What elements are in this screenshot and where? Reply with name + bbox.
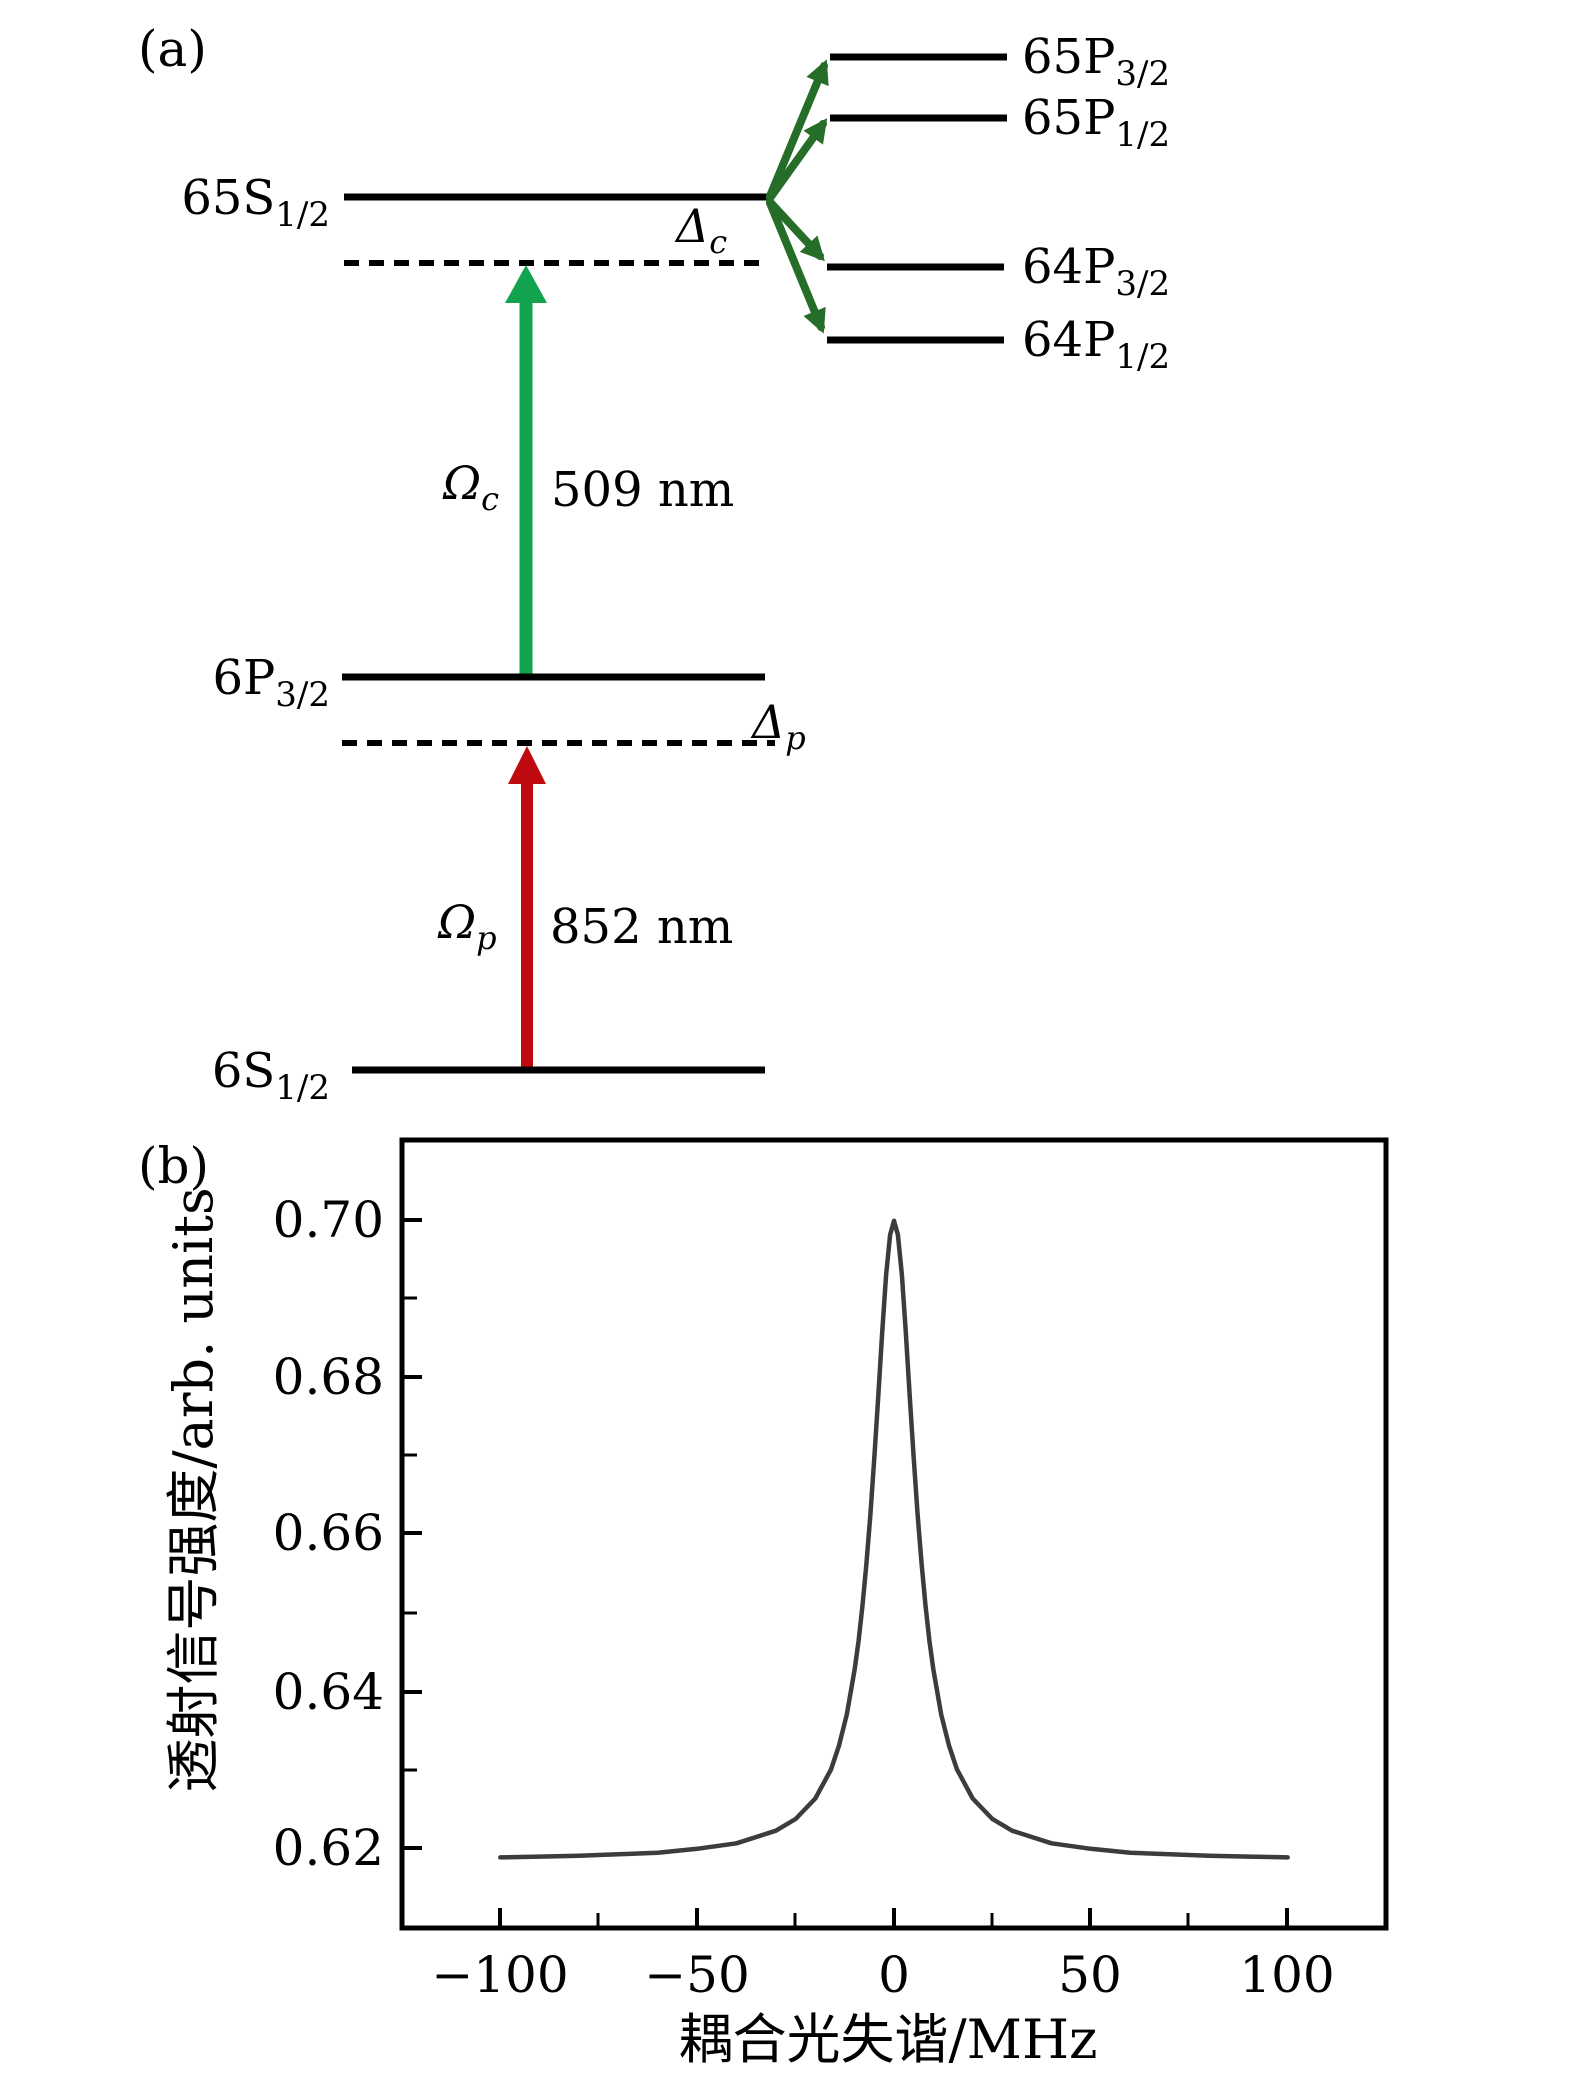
x-tick-label-100: 100 — [1239, 1946, 1334, 2004]
y-axis-label: 透射信号强度/arb. units — [162, 1187, 225, 1792]
level-label-65p12: 65P1/2 — [1022, 90, 1170, 155]
panel-a: (a) 65S1/2 Δc 65P3/2 65P1/2 64P3/2 64P1/… — [138, 20, 1170, 1108]
probe-detuning-label: Δp — [750, 695, 806, 757]
x-axis-label: 耦合光失谐/MHz — [678, 2008, 1097, 2071]
x-major-ticks — [498, 1908, 1289, 1926]
transfer-arrow-64p12 — [766, 199, 826, 334]
y-major-ticks — [404, 1218, 422, 1850]
level-label-6p32: 6P3/2 — [212, 650, 330, 715]
coupling-wavelength-label: 509 nm — [551, 462, 734, 518]
transfer-arrows — [766, 59, 829, 334]
probe-wavelength-label: 852 nm — [550, 899, 733, 955]
rabi-coupling-label: Ωc — [442, 456, 499, 518]
y-tick-labels: 0.70 0.68 0.66 0.64 0.62 — [273, 1191, 384, 1877]
rabi-probe-label: Ωp — [437, 895, 497, 957]
coupling-detuning-label: Δc — [674, 199, 727, 261]
x-tick-labels: −100 −50 0 50 100 — [431, 1946, 1334, 2004]
x-minor-ticks — [596, 1913, 1190, 1926]
level-label-64p12: 64P1/2 — [1022, 312, 1170, 377]
level-label-64p32: 64P3/2 — [1022, 239, 1170, 304]
x-tick-label--100: −100 — [431, 1946, 568, 2004]
transfer-arrow-64p32 — [766, 198, 825, 262]
panel-b: (b) — [138, 1137, 1389, 2071]
x-tick-label-50: 50 — [1058, 1946, 1122, 2004]
plot-frame — [399, 1137, 1389, 1931]
y-tick-label-0.66: 0.66 — [273, 1504, 384, 1562]
level-label-65p32: 65P3/2 — [1022, 29, 1170, 94]
panel-b-label: (b) — [138, 1137, 209, 1195]
panel-a-label: (a) — [138, 20, 207, 78]
transfer-arrow-65p32 — [766, 59, 829, 200]
y-minor-ticks — [404, 1296, 417, 1772]
eit-curve — [498, 1218, 1290, 1860]
x-tick-label--50: −50 — [644, 1946, 750, 2004]
level-label-65s12: 65S1/2 — [181, 170, 330, 235]
level-label-6s12: 6S1/2 — [212, 1043, 330, 1108]
x-tick-label-0: 0 — [878, 1946, 910, 2004]
probe-arrowhead — [508, 746, 546, 784]
transfer-arrow-65p12 — [766, 118, 828, 202]
y-tick-label-0.64: 0.64 — [273, 1663, 384, 1721]
y-tick-label-0.62: 0.62 — [273, 1819, 384, 1877]
y-tick-label-0.68: 0.68 — [273, 1348, 384, 1406]
coupling-arrowhead — [505, 265, 547, 303]
y-tick-label-0.70: 0.70 — [273, 1191, 384, 1249]
